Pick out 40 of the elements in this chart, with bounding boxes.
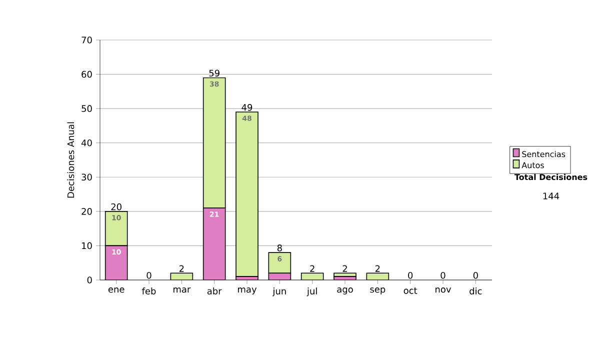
text: 144 [543,192,560,200]
total-label: 0 [440,272,446,279]
x-tick-label: jun [272,288,286,296]
x-tick-label: may [238,288,257,294]
y-tick-label: 70 [82,36,92,44]
y-tick-label: 20 [82,208,92,215]
total-label: 0 [473,272,478,279]
total-label: 8 [277,244,282,252]
total-label: 20 [111,203,122,210]
legend-label: Sentencias [522,150,566,158]
x-tick-label: sep [370,288,386,294]
total-label: 2 [375,265,380,272]
total-label: 49 [242,104,252,111]
total-label: 0 [146,272,152,279]
x-tick-label: jul [306,288,317,296]
x-tick-label: ago [337,288,353,294]
bar [104,245,128,280]
x-tick-label: mar [174,288,191,293]
x-tick-label: ene [108,288,124,293]
y-axis-title: Decisiones Anual [67,122,74,198]
total-label: 2 [342,265,347,272]
y-tick-label: 30 [82,174,92,181]
x-tick-label: nov [436,288,452,293]
x-tick-label: oct [404,288,418,294]
bar [202,208,226,280]
y-tick-label: 40 [81,139,92,146]
x-tick-label: feb [142,288,156,294]
y-tick-label: 0 [87,276,92,284]
y-tick-label: 60 [82,70,92,78]
y-tick-label: 50 [82,105,92,112]
x-tick-label: abr [207,288,222,294]
y-tick-label: 10 [82,242,92,250]
legend-label: Autos [522,162,544,168]
total-label: 59 [209,70,220,77]
total-label: 2 [310,265,314,272]
text: Total Decisiones [514,174,588,180]
total-label: 2 [179,265,184,272]
total-label: 0 [408,272,413,279]
bar [268,252,292,274]
x-tick-label: dic [470,288,482,294]
